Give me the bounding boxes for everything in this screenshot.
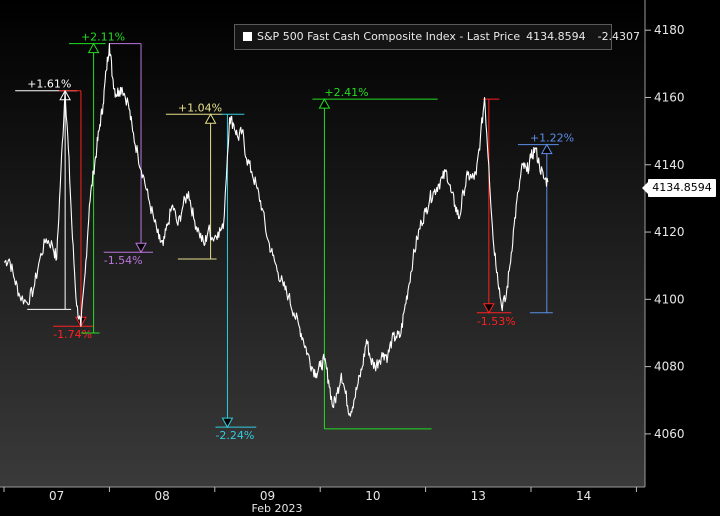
annotation-arrow [482, 303, 495, 314]
x-axis-sublabel: Feb 2023 [252, 502, 303, 515]
annotation: -1.53% [476, 98, 516, 328]
annotation: +2.41% [312, 86, 438, 430]
xaxis-background [0, 487, 645, 516]
annotation-arrow [318, 98, 331, 109]
axis-background [645, 0, 720, 516]
plot-background [0, 0, 645, 487]
y-axis: 4060 4080 4100 4120 4140 4160 4180 [645, 23, 685, 441]
annotation-arrow [135, 242, 147, 254]
legend-value: 4134.8594 [526, 30, 586, 43]
x-tick-label: 09 [260, 489, 275, 503]
annotation-label: -1.54% [104, 254, 143, 267]
series-line-sp500 [3, 43, 549, 417]
last-price-tag: 4134.8594 [642, 179, 716, 197]
x-tick-label: 14 [576, 489, 591, 503]
x-tick-label: 13 [471, 489, 486, 503]
annotation-label: -2.24% [215, 429, 254, 442]
annotation-label: +1.04% [178, 101, 222, 114]
legend-swatch [243, 32, 252, 41]
annotation: -1.54% [103, 43, 154, 267]
y-tick-label: 4180 [654, 23, 685, 37]
annotation-label: +1.22% [530, 132, 574, 145]
annotation-label: -1.74% [53, 328, 92, 341]
y-tick-label: 4160 [654, 90, 685, 104]
legend-change: -2.4307 [597, 30, 641, 43]
annotation: +1.04% [165, 101, 223, 260]
annotation-arrow [204, 113, 217, 124]
annotation-arrow [87, 42, 100, 54]
y-tick-label: 4100 [654, 292, 685, 306]
x-tick-label: 07 [49, 489, 64, 503]
annotation: +1.22% [517, 132, 574, 314]
y-tick-label: 4080 [654, 360, 685, 374]
x-axis: 07 08 09 10 13 14 [3, 487, 637, 503]
annotation-label: +1.61% [27, 78, 71, 91]
annotation-label: +2.41% [324, 86, 368, 99]
annotation: +2.11% [68, 31, 125, 334]
x-tick-label: 08 [154, 489, 169, 503]
annotation-arrow [540, 143, 553, 155]
annotation-label: +2.11% [81, 31, 125, 44]
legend-label: S&P 500 Fast Cash Composite Index - Last… [257, 30, 521, 43]
legend: S&P 500 Fast Cash Composite Index - Last… [234, 24, 640, 50]
annotation-arrow [221, 417, 234, 429]
y-tick-label: 4060 [654, 427, 685, 441]
y-tick-label: 4140 [654, 158, 685, 172]
x-tick-label: 10 [365, 489, 380, 503]
annotation-label: -1.53% [477, 315, 516, 328]
y-tick-label: 4120 [654, 225, 685, 239]
